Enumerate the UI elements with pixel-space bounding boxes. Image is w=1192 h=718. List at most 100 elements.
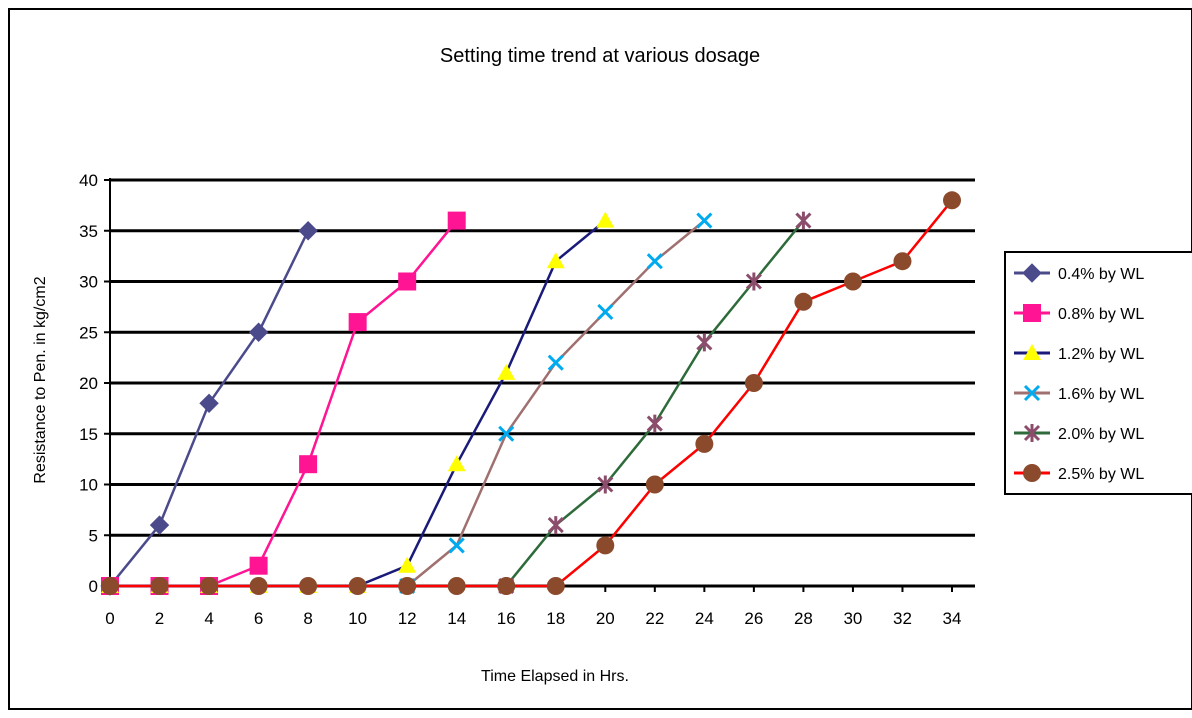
data-point-marker: [199, 393, 219, 414]
grid-layer: [110, 178, 975, 537]
data-point-marker: [646, 414, 663, 433]
data-point-marker: [348, 313, 367, 332]
series-layer: [100, 191, 961, 596]
data-point-marker: [298, 221, 318, 241]
data-point-marker: [248, 322, 269, 342]
data-point-marker: [249, 556, 268, 575]
legend-label: 1.2% by WL: [1058, 346, 1144, 363]
x-tick-label: 2: [155, 609, 164, 628]
x-tick-label: 4: [204, 609, 213, 628]
data-point-marker: [1023, 344, 1041, 360]
x-axis-label: Time Elapsed in Hrs.: [481, 668, 629, 685]
chart-title: Setting time trend at various dosage: [440, 45, 760, 67]
y-tick-label: 10: [79, 476, 98, 495]
x-tick-label: 10: [348, 609, 367, 628]
legend: 0.4% by WL 0.8% by WL 1.2% by WL 1.6% by WL…: [1004, 251, 1192, 495]
data-point-marker: [596, 211, 615, 228]
y-axis-label: Resistance to Pen. in kg/cm2: [32, 276, 49, 483]
data-point-marker: [596, 536, 615, 555]
legend-label: 0.8% by WL: [1058, 306, 1144, 323]
data-point-marker: [149, 515, 170, 535]
data-point-marker: [597, 303, 614, 321]
data-point-marker: [150, 577, 169, 595]
data-point-marker: [547, 516, 564, 535]
legend-entry: 0.8% by WL: [1014, 304, 1144, 323]
data-point-marker: [398, 577, 417, 595]
data-point-marker: [745, 272, 762, 291]
data-point-marker: [794, 292, 813, 311]
legend-box: [1004, 251, 1192, 495]
x-tick-label: 28: [794, 609, 813, 628]
data-point-marker: [1023, 304, 1041, 322]
data-point-marker: [348, 577, 367, 595]
data-point-marker: [843, 272, 862, 291]
data-point-marker: [249, 577, 268, 595]
y-tick-label: 25: [79, 323, 98, 342]
legend-entry: 2.5% by WL: [1014, 464, 1144, 483]
legend-entry: 0.4% by WL: [1014, 263, 1144, 283]
data-point-marker: [398, 272, 417, 291]
x-tick-label: 32: [893, 609, 912, 628]
series-5: [498, 211, 812, 595]
data-point-marker: [547, 354, 564, 371]
data-point-marker: [1022, 263, 1042, 283]
series-6: [101, 191, 961, 595]
x-tick-label: 18: [546, 609, 565, 628]
x-tick-label: 30: [843, 609, 862, 628]
data-point-marker: [398, 556, 417, 573]
legend-label: 2.5% by WL: [1058, 466, 1144, 483]
data-point-marker: [299, 455, 318, 474]
x-tick-label: 8: [303, 609, 312, 628]
legend-label: 1.6% by WL: [1058, 386, 1144, 403]
data-point-marker: [696, 212, 713, 229]
data-point-marker: [597, 475, 614, 494]
data-point-marker: [497, 577, 516, 595]
x-tick-label: 14: [447, 609, 466, 628]
data-point-marker: [795, 211, 812, 230]
y-tick-label: 35: [79, 222, 98, 241]
y-tick-label: 30: [79, 273, 98, 292]
data-point-marker: [1023, 384, 1041, 402]
x-tick-label: 12: [398, 609, 417, 628]
data-point-marker: [744, 374, 763, 392]
x-tick-label: 24: [695, 609, 714, 628]
legend-label: 0.4% by WL: [1058, 266, 1144, 283]
data-point-marker: [299, 577, 318, 595]
data-point-marker: [101, 577, 119, 595]
data-point-marker: [943, 191, 961, 210]
x-tick-label: 34: [943, 609, 962, 628]
data-point-marker: [646, 253, 663, 270]
data-point-marker: [498, 425, 515, 442]
data-point-marker: [200, 577, 219, 595]
x-tick-label: 0: [105, 609, 114, 628]
data-point-marker: [645, 475, 664, 494]
data-point-marker: [695, 434, 714, 453]
x-tick-label: 22: [645, 609, 664, 628]
data-point-marker: [497, 363, 516, 380]
x-tick-label: 16: [497, 609, 516, 628]
y-tick-label: 0: [89, 577, 98, 596]
y-tick-label: 20: [79, 374, 98, 393]
data-point-marker: [447, 577, 466, 595]
legend-entry: 2.0% by WL: [1014, 424, 1144, 443]
data-point-marker: [893, 252, 912, 271]
y-tick-label: 5: [89, 526, 98, 545]
data-point-marker: [1023, 464, 1041, 482]
x-tick-label: 26: [744, 609, 763, 628]
data-point-marker: [546, 577, 565, 595]
x-tick-label: 20: [596, 609, 615, 628]
legend-entry: 1.6% by WL: [1014, 384, 1144, 403]
data-point-marker: [447, 211, 466, 230]
y-tick-label: 40: [79, 171, 98, 190]
data-point-marker: [1023, 424, 1041, 442]
legend-label: 2.0% by WL: [1058, 426, 1144, 443]
data-point-marker: [447, 455, 466, 472]
y-tick-label: 15: [79, 425, 98, 444]
legend-entry: 1.2% by WL: [1014, 344, 1144, 363]
x-tick-label: 6: [254, 609, 263, 628]
data-point-marker: [448, 537, 465, 554]
data-point-marker: [546, 252, 565, 269]
data-point-marker: [696, 333, 713, 352]
